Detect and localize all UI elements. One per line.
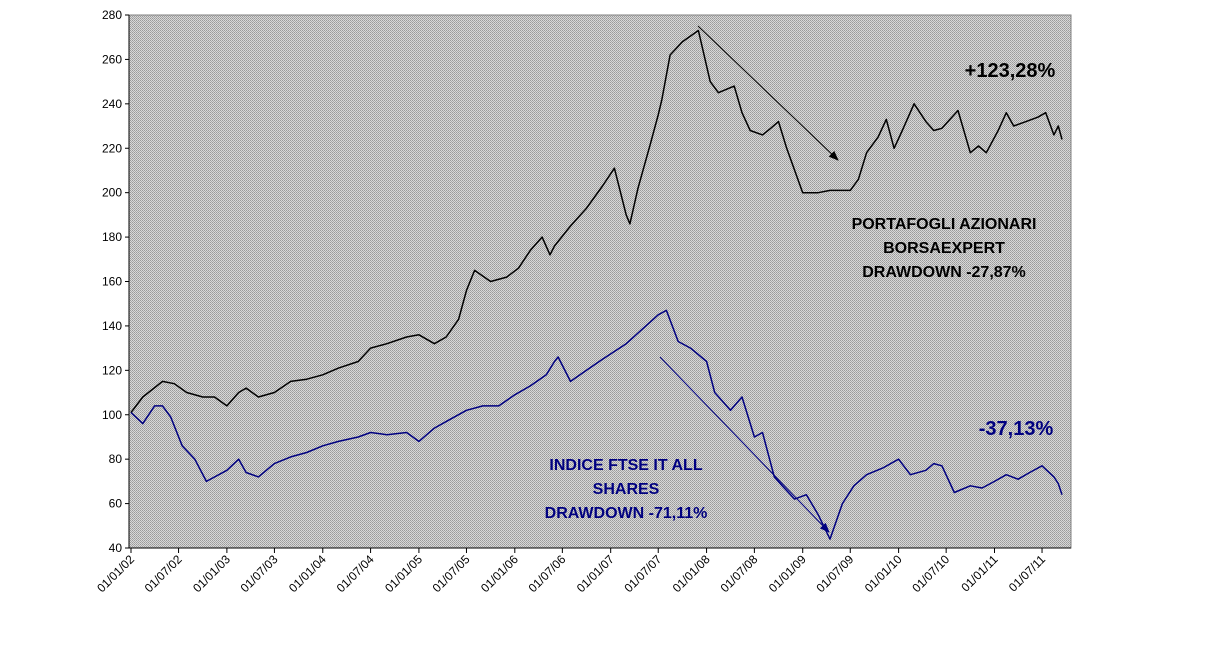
x-tick-label: 01/07/08 — [718, 552, 761, 595]
x-axis: 01/01/02 01/07/02 01/01/03 01/07/03 01/01/04… — [94, 547, 1071, 595]
x-tick-label: 01/01/08 — [670, 552, 713, 595]
annotation-bottom-percent: -37,13% — [979, 418, 1054, 440]
x-tick-label: 01/07/11 — [1006, 552, 1049, 595]
annotation-portfolio-line-3: DRAWDOWN -27,87% — [862, 264, 1026, 281]
annotation-portfolio-line-2: BORSAEXPERT — [883, 240, 1005, 257]
x-tick-label: 01/07/05 — [430, 552, 473, 595]
annotation-top-percent: +123,28% — [965, 60, 1056, 82]
y-tick-label: 60 — [109, 497, 123, 511]
series-line-ftse-index — [130, 309, 1063, 540]
x-tick-label: 01/07/07 — [621, 552, 664, 595]
y-tick-label: 100 — [102, 408, 122, 422]
y-tick-label: 160 — [102, 275, 122, 289]
x-tick-label: 01/07/04 — [334, 552, 377, 595]
x-tick-label: 01/01/10 — [862, 552, 905, 595]
y-tick-label: 140 — [102, 319, 122, 333]
annotation-portfolio-line-1: PORTAFOGLI AZIONARI — [852, 216, 1037, 233]
series-line-portafogli — [130, 29, 1063, 413]
drawdown-arrow-ftse — [659, 356, 830, 533]
x-tick-label: 01/07/09 — [813, 552, 856, 595]
annotation-index-line-2: SHARES — [593, 481, 660, 498]
x-tick-label: 01/01/11 — [958, 552, 1001, 595]
x-tick-label: 01/07/02 — [142, 552, 185, 595]
x-tick-label: 01/01/04 — [286, 552, 329, 595]
y-tick-label: 120 — [102, 363, 122, 377]
x-tick-label: 01/07/10 — [909, 552, 952, 595]
y-tick-label: 240 — [102, 97, 122, 111]
x-tick-label: 01/01/06 — [478, 552, 521, 595]
annotation-index-line-3: DRAWDOWN -71,11% — [545, 505, 708, 522]
y-tick-label: 280 — [102, 8, 122, 22]
x-tick-label: 01/01/02 — [94, 552, 137, 595]
y-axis: 40 60 80 100 120 140 160 180 200 220 240 260 280 — [102, 8, 130, 555]
y-tick-label: 260 — [102, 52, 122, 66]
y-tick-label: 180 — [102, 230, 122, 244]
x-tick-label: 01/07/06 — [526, 552, 569, 595]
drawdown-arrow-portafogli — [697, 25, 839, 161]
x-tick-label: 01/01/09 — [766, 552, 809, 595]
y-tick-label: 40 — [109, 541, 123, 555]
annotation-index-line-1: INDICE FTSE IT ALL — [549, 457, 702, 474]
x-tick-label: 01/01/07 — [574, 552, 617, 595]
y-tick-label: 80 — [109, 452, 123, 466]
y-tick-label: 200 — [102, 186, 122, 200]
x-tick-label: 01/07/03 — [238, 552, 281, 595]
x-tick-label: 01/01/05 — [382, 552, 425, 595]
y-tick-label: 220 — [102, 141, 122, 155]
x-tick-label: 01/01/03 — [190, 552, 233, 595]
